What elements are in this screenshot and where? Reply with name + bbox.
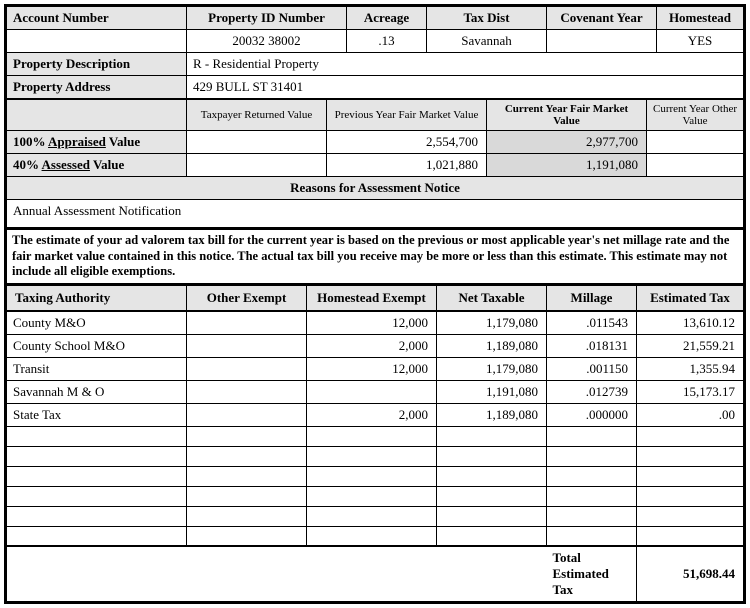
appraised-pre: 100%: [13, 134, 48, 149]
assessed-post: Value: [90, 157, 124, 172]
assessed-v3: 1,191,080: [487, 154, 647, 177]
col-account: Account Number: [7, 7, 187, 30]
appraised-u: Appraised: [48, 134, 106, 149]
hdr-other-value: Current Year Other Value: [647, 100, 744, 131]
assessed-v2: 1,021,880: [327, 154, 487, 177]
cell-homestead-exempt: 12,000: [307, 311, 437, 335]
row-appraised: 100% Appraised Value 2,554,700 2,977,700: [7, 131, 744, 154]
cell-millage: .000000: [547, 403, 637, 426]
tax-row: State Tax 2,0001,189,080.000000.00: [7, 403, 744, 426]
col-taxdist: Tax Dist: [427, 7, 547, 30]
hdr-taxpayer-returned: Taxpayer Returned Value: [187, 100, 327, 131]
cell-homestead-exempt: [307, 380, 437, 403]
cell-millage: .011543: [547, 311, 637, 335]
cell-other-exempt: [187, 380, 307, 403]
appraised-v2: 2,554,700: [327, 131, 487, 154]
disclaimer-note: The estimate of your ad valorem tax bill…: [7, 229, 744, 283]
th-millage: Millage: [547, 285, 637, 311]
cell-net-taxable: 1,179,080: [437, 357, 547, 380]
val-account: [7, 30, 187, 53]
cell-other-exempt: [187, 357, 307, 380]
cell-estimated-tax: 1,355.94: [637, 357, 744, 380]
cell-authority: Transit: [7, 357, 187, 380]
cell-estimated-tax: 13,610.12: [637, 311, 744, 335]
val-blank-hdr: [7, 100, 187, 131]
cell-other-exempt: [187, 311, 307, 335]
assessment-document: Account Number Property ID Number Acreag…: [4, 4, 746, 604]
th-authority: Taxing Authority: [7, 285, 187, 311]
cell-other-exempt: [187, 334, 307, 357]
cell-estimated-tax: .00: [637, 403, 744, 426]
hdr-prev-fmv: Previous Year Fair Market Value: [327, 100, 487, 131]
property-info-table: Account Number Property ID Number Acreag…: [6, 6, 744, 99]
appraised-v3: 2,977,700: [487, 131, 647, 154]
tax-row: County M&O 12,0001,179,080.01154313,610.1…: [7, 311, 744, 335]
cell-estimated-tax: 15,173.17: [637, 380, 744, 403]
cell-millage: .018131: [547, 334, 637, 357]
reasons-header: Reasons for Assessment Notice: [7, 177, 744, 200]
cell-authority: Savannah M & O: [7, 380, 187, 403]
th-estimated-tax: Estimated Tax: [637, 285, 744, 311]
cell-homestead-exempt: 12,000: [307, 357, 437, 380]
val-taxdist: Savannah: [427, 30, 547, 53]
row-assessed: 40% Assessed Value 1,021,880 1,191,080: [7, 154, 744, 177]
appraised-v1: [187, 131, 327, 154]
cell-millage: .012739: [547, 380, 637, 403]
cell-net-taxable: 1,189,080: [437, 403, 547, 426]
tax-row: Savannah M & O 1,191,080.01273915,173.17: [7, 380, 744, 403]
cell-net-taxable: 1,191,080: [437, 380, 547, 403]
note-table: The estimate of your ad valorem tax bill…: [6, 228, 744, 284]
cell-homestead-exempt: 2,000: [307, 334, 437, 357]
tax-row: Transit 12,0001,179,080.0011501,355.94: [7, 357, 744, 380]
tax-table: Taxing Authority Other Exempt Homestead …: [6, 284, 744, 603]
th-net-taxable: Net Taxable: [437, 285, 547, 311]
cell-authority: County School M&O: [7, 334, 187, 357]
cell-net-taxable: 1,179,080: [437, 311, 547, 335]
assessed-v4: [647, 154, 744, 177]
val-covyear: [547, 30, 657, 53]
total-label: Total Estimated Tax: [547, 546, 637, 602]
val-description: R - Residential Property: [187, 53, 744, 76]
appraised-v4: [647, 131, 744, 154]
label-address: Property Address: [7, 76, 187, 99]
label-assessed: 40% Assessed Value: [7, 154, 187, 177]
total-value: 51,698.44: [637, 546, 744, 602]
col-covyear: Covenant Year: [547, 7, 657, 30]
cell-homestead-exempt: 2,000: [307, 403, 437, 426]
val-acreage: .13: [347, 30, 427, 53]
assessed-v1: [187, 154, 327, 177]
col-acreage: Acreage: [347, 7, 427, 30]
cell-authority: County M&O: [7, 311, 187, 335]
col-homestead: Homestead: [657, 7, 744, 30]
label-appraised: 100% Appraised Value: [7, 131, 187, 154]
cell-net-taxable: 1,189,080: [437, 334, 547, 357]
assessed-u: Assessed: [42, 157, 90, 172]
cell-other-exempt: [187, 403, 307, 426]
val-homestead: YES: [657, 30, 744, 53]
tax-row: County School M&O 2,0001,189,080.01813121…: [7, 334, 744, 357]
value-table: Taxpayer Returned Value Previous Year Fa…: [6, 99, 744, 228]
hdr-curr-fmv: Current Year Fair Market Value: [487, 100, 647, 131]
cell-millage: .001150: [547, 357, 637, 380]
col-propid: Property ID Number: [187, 7, 347, 30]
label-description: Property Description: [7, 53, 187, 76]
val-propid: 20032 38002: [187, 30, 347, 53]
th-homestead-exempt: Homestead Exempt: [307, 285, 437, 311]
cell-estimated-tax: 21,559.21: [637, 334, 744, 357]
appraised-post: Value: [106, 134, 140, 149]
val-address: 429 BULL ST 31401: [187, 76, 744, 99]
assessed-pre: 40%: [13, 157, 42, 172]
total-row: Total Estimated Tax 51,698.44: [7, 546, 744, 602]
th-other-exempt: Other Exempt: [187, 285, 307, 311]
cell-authority: State Tax: [7, 403, 187, 426]
reasons-body: Annual Assessment Notification: [7, 200, 744, 228]
